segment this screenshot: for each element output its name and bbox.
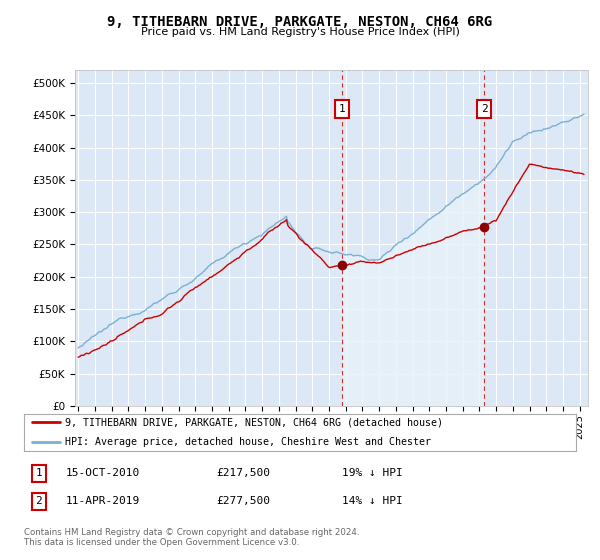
Text: Contains HM Land Registry data © Crown copyright and database right 2024.
This d: Contains HM Land Registry data © Crown c… xyxy=(24,528,359,547)
Text: 19% ↓ HPI: 19% ↓ HPI xyxy=(342,468,403,478)
Text: 1: 1 xyxy=(35,468,43,478)
Text: HPI: Average price, detached house, Cheshire West and Chester: HPI: Average price, detached house, Ches… xyxy=(65,437,431,447)
Text: 2: 2 xyxy=(35,496,43,506)
Text: Price paid vs. HM Land Registry's House Price Index (HPI): Price paid vs. HM Land Registry's House … xyxy=(140,27,460,37)
Text: 2: 2 xyxy=(481,104,487,114)
Text: 9, TITHEBARN DRIVE, PARKGATE, NESTON, CH64 6RG: 9, TITHEBARN DRIVE, PARKGATE, NESTON, CH… xyxy=(107,15,493,29)
Text: 14% ↓ HPI: 14% ↓ HPI xyxy=(342,496,403,506)
Text: 9, TITHEBARN DRIVE, PARKGATE, NESTON, CH64 6RG (detached house): 9, TITHEBARN DRIVE, PARKGATE, NESTON, CH… xyxy=(65,417,443,427)
Text: £277,500: £277,500 xyxy=(216,496,270,506)
Text: 11-APR-2019: 11-APR-2019 xyxy=(66,496,140,506)
Text: 15-OCT-2010: 15-OCT-2010 xyxy=(66,468,140,478)
Text: 1: 1 xyxy=(339,104,346,114)
Text: £217,500: £217,500 xyxy=(216,468,270,478)
